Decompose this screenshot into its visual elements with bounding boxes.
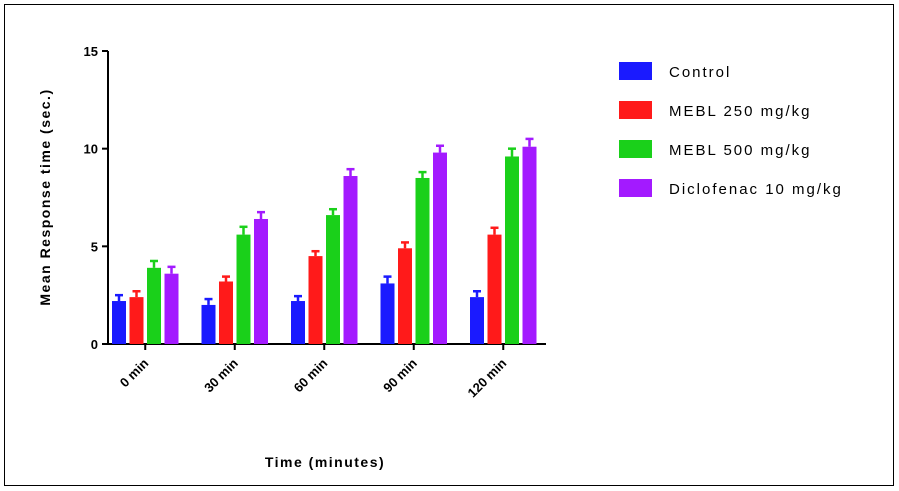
y-tick-label: 0 bbox=[91, 337, 98, 352]
bar bbox=[201, 304, 216, 344]
legend-label: Diclofenac 10 mg/kg bbox=[669, 181, 843, 198]
bar bbox=[470, 297, 484, 344]
legend-swatch bbox=[619, 62, 652, 80]
x-tick-label: 0 min bbox=[117, 355, 152, 390]
y-axis: 0 5 10 15 bbox=[84, 44, 109, 352]
bar bbox=[380, 283, 395, 344]
legend-swatch bbox=[619, 179, 652, 197]
bar bbox=[129, 297, 144, 344]
x-tick-label: 90 min bbox=[380, 355, 420, 395]
bars bbox=[112, 137, 537, 344]
x-tick-label: 60 min bbox=[291, 355, 331, 395]
bar bbox=[219, 281, 233, 344]
bar bbox=[433, 152, 447, 344]
bar bbox=[522, 146, 537, 344]
bar bbox=[398, 248, 412, 344]
y-axis-label: Mean Response time (sec.) bbox=[37, 88, 53, 305]
y-tick-label: 5 bbox=[91, 239, 98, 254]
bar bbox=[343, 176, 358, 344]
y-tick-label: 10 bbox=[84, 142, 98, 157]
legend-swatch bbox=[619, 140, 652, 158]
x-axis-label: Time (minutes) bbox=[265, 454, 385, 470]
legend-label: Control bbox=[669, 64, 731, 81]
legend-label: MEBL 250 mg/kg bbox=[669, 103, 812, 120]
x-tick-label: 120 min bbox=[465, 355, 510, 400]
bar bbox=[164, 273, 179, 344]
x-axis: 0 min 30 min 60 min 90 min 120 min bbox=[108, 343, 546, 400]
bar bbox=[308, 256, 323, 344]
chart-frame bbox=[4, 4, 894, 486]
legend: Control MEBL 250 mg/kg MEBL 500 mg/kg Diclo… bbox=[619, 62, 843, 198]
bar bbox=[147, 267, 161, 344]
bar bbox=[254, 218, 268, 344]
y-tick-label: 15 bbox=[84, 44, 98, 59]
bar bbox=[326, 215, 340, 344]
bar bbox=[291, 301, 305, 344]
bar bbox=[505, 156, 519, 344]
bar bbox=[112, 301, 126, 344]
legend-swatch bbox=[619, 101, 652, 119]
x-tick-label: 30 min bbox=[201, 355, 241, 395]
bar bbox=[236, 234, 251, 344]
legend-label: MEBL 500 mg/kg bbox=[669, 142, 812, 159]
bar bbox=[487, 234, 502, 344]
bar bbox=[415, 177, 430, 344]
